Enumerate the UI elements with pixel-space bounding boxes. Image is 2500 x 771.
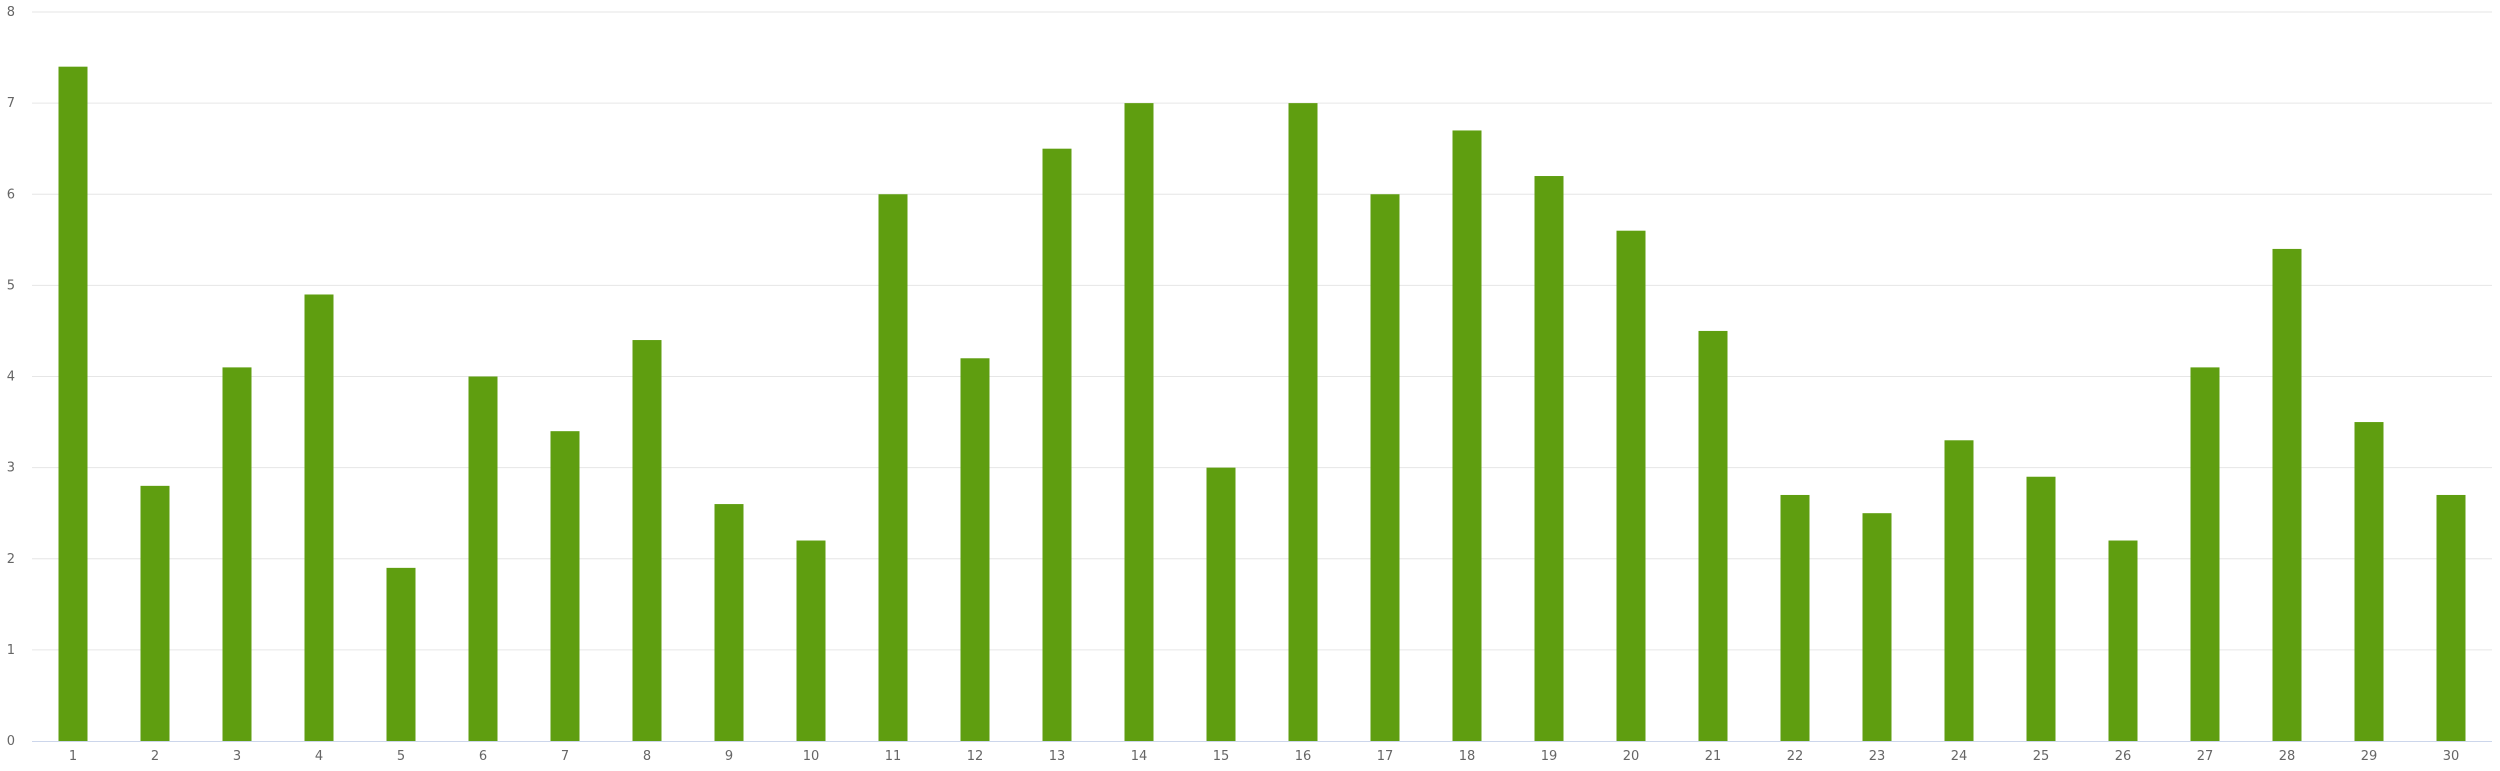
bar-11[interactable] [878, 194, 908, 741]
bar-30[interactable] [2436, 494, 2466, 741]
bar-2[interactable] [140, 485, 170, 741]
x-tick-label: 12 [967, 749, 984, 764]
x-tick-label: 19 [1541, 749, 1558, 764]
bar-17[interactable] [1370, 194, 1400, 741]
x-tick-label: 26 [2115, 749, 2132, 764]
x-tick-label: 14 [1131, 749, 1148, 764]
x-tick-label: 28 [2279, 749, 2296, 764]
bars-layer [58, 66, 2466, 742]
y-tick-label: 2 [7, 552, 15, 567]
x-tick-label: 11 [885, 749, 902, 764]
y-tick-label: 6 [7, 187, 15, 202]
x-tick-label: 2 [151, 749, 159, 764]
y-tick-label: 5 [7, 278, 15, 293]
bar-10[interactable] [796, 540, 826, 741]
y-tick-label: 7 [7, 96, 15, 111]
x-tick-label: 7 [561, 749, 569, 764]
x-tick-label: 17 [1377, 749, 1394, 764]
x-tick-label: 27 [2197, 749, 2214, 764]
bar-27[interactable] [2190, 367, 2220, 741]
bar-23[interactable] [1862, 513, 1892, 741]
bar-26[interactable] [2108, 540, 2138, 741]
bar-4[interactable] [304, 294, 334, 741]
x-tick-label: 5 [397, 749, 405, 764]
bar-21[interactable] [1698, 330, 1728, 741]
bar-25[interactable] [2026, 476, 2056, 741]
bar-13[interactable] [1042, 148, 1072, 741]
x-tick-label: 29 [2361, 749, 2378, 764]
grid-layer [32, 11, 2492, 651]
x-tick-label: 3 [233, 749, 241, 764]
x-tick-label: 1 [69, 749, 77, 764]
x-tick-label: 15 [1213, 749, 1230, 764]
bar-19[interactable] [1534, 176, 1564, 741]
bar-7[interactable] [550, 431, 580, 741]
y-tick-label: 3 [7, 461, 15, 476]
bar-1[interactable] [58, 66, 88, 742]
x-tick-label: 30 [2443, 749, 2460, 764]
bar-9[interactable] [714, 504, 744, 741]
x-tick-label: 20 [1623, 749, 1640, 764]
x-tick-label: 25 [2033, 749, 2050, 764]
bar-14[interactable] [1124, 103, 1154, 741]
bar-22[interactable] [1780, 494, 1810, 741]
x-tick-label: 8 [643, 749, 651, 764]
x-tick-label: 16 [1295, 749, 1312, 764]
bar-3[interactable] [222, 367, 252, 741]
bar-8[interactable] [632, 340, 662, 741]
x-tick-label: 18 [1459, 749, 1476, 764]
bar-18[interactable] [1452, 130, 1482, 741]
x-tick-label: 4 [315, 749, 323, 764]
bar-20[interactable] [1616, 230, 1646, 741]
x-tick-label: 22 [1787, 749, 1804, 764]
bar-24[interactable] [1944, 440, 1974, 741]
x-tick-label: 21 [1705, 749, 1722, 764]
x-tick-label: 23 [1869, 749, 1886, 764]
y-tick-label: 8 [7, 5, 15, 20]
bar-15[interactable] [1206, 467, 1236, 741]
bar-28[interactable] [2272, 248, 2302, 742]
y-tick-label: 1 [7, 643, 15, 658]
bar-16[interactable] [1288, 103, 1318, 741]
y-tick-label: 0 [7, 734, 15, 749]
x-tick-label: 13 [1049, 749, 1066, 764]
bar-12[interactable] [960, 358, 990, 741]
y-tick-label: 4 [7, 370, 15, 385]
bar-29[interactable] [2354, 422, 2384, 741]
bar-5[interactable] [386, 567, 416, 741]
x-tick-label: 10 [803, 749, 820, 764]
bar-6[interactable] [468, 376, 498, 742]
x-tick-label: 6 [479, 749, 487, 764]
x-tick-label: 9 [725, 749, 733, 764]
x-tick-label: 24 [1951, 749, 1968, 764]
